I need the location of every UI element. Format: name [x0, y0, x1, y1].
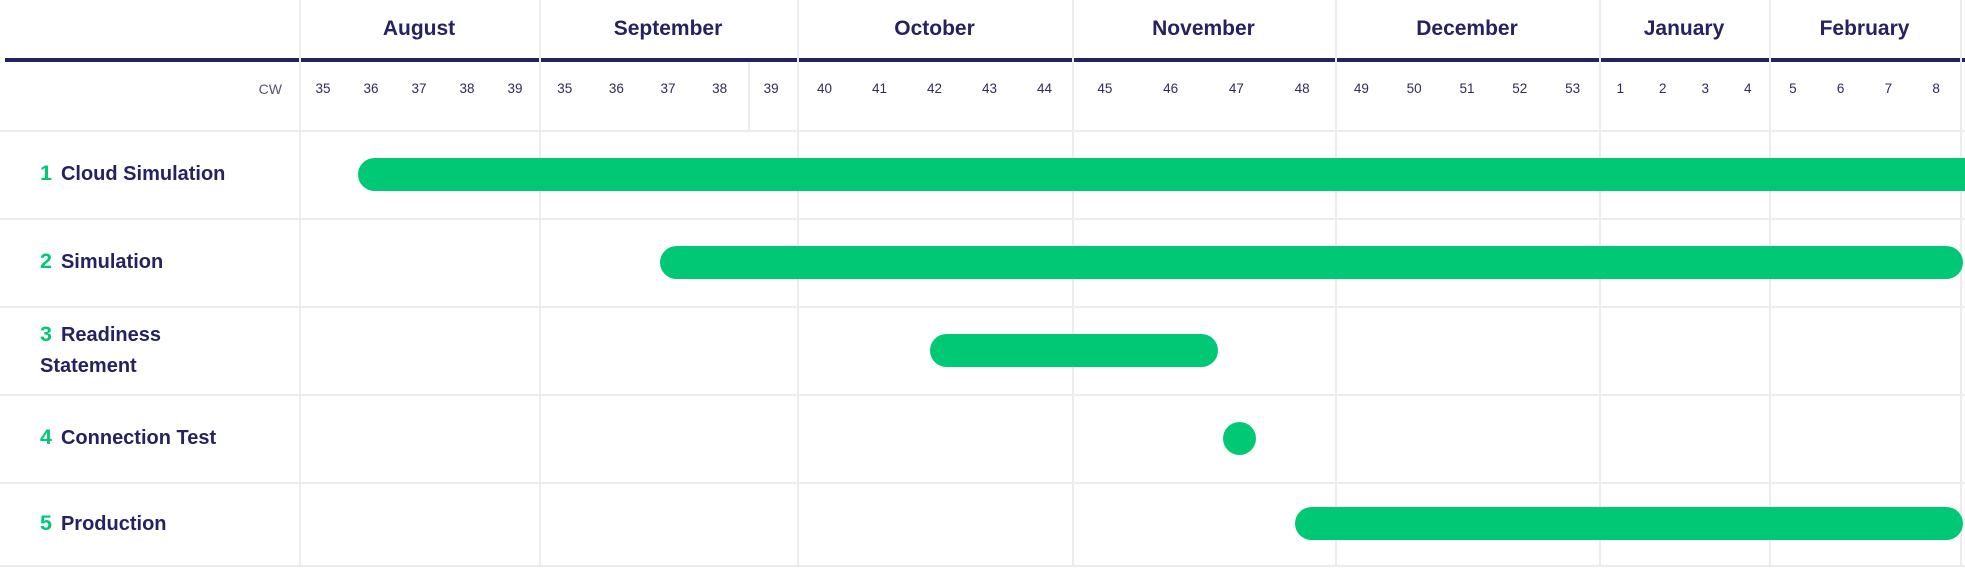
cw-axis-label: CW: [258, 81, 282, 97]
task-label-text: 3 Readiness Statement: [40, 319, 254, 382]
cw-week-label: 4: [1743, 81, 1752, 96]
task-bar-production[interactable]: [1295, 507, 1963, 540]
cw-week-label: 37: [660, 81, 676, 96]
task-bar-simulation[interactable]: [660, 245, 1963, 279]
month-boundary-gridline: [1335, 0, 1337, 565]
row-separator-line: [0, 482, 1965, 484]
cw-week-label: 38: [712, 81, 728, 96]
cw-week-label: 8: [1932, 81, 1940, 96]
task-name: Cloud Simulation: [60, 163, 226, 185]
task-name: Production: [60, 512, 167, 535]
month-header-october: October: [894, 17, 975, 40]
task-number: 1: [40, 161, 52, 185]
task-label-simulation: 2 Simulation: [0, 218, 299, 306]
row-separator-line: [0, 565, 1965, 567]
cw-week-label: 35: [315, 81, 331, 96]
cw-week-label: 37: [411, 81, 427, 96]
task-label-text: 4 Connection Test: [40, 422, 254, 454]
task-number: 4: [40, 425, 52, 449]
cw-week-label: 39: [507, 81, 523, 96]
month-boundary-gridline: [539, 0, 541, 565]
task-bar-cloud-simulation[interactable]: [358, 157, 1965, 191]
cw-week-label: 47: [1228, 81, 1244, 96]
task-number: 3: [40, 321, 52, 346]
cw-week-label: 1: [1616, 81, 1624, 96]
cw-week-label: 36: [363, 81, 379, 96]
cw-week-label: 6: [1836, 81, 1845, 96]
task-label-text: 2 Simulation: [40, 246, 254, 278]
month-header-november: November: [1152, 17, 1255, 40]
task-label-readiness-statement: 3 Readiness Statement: [0, 306, 299, 394]
task-label-cloud-simulation: 1 Cloud Simulation: [0, 130, 299, 218]
right-edge-gridline: [1960, 0, 1962, 565]
task-number: 2: [40, 249, 52, 273]
month-boundary-gridline: [797, 0, 799, 565]
cw-week-label: 52: [1512, 81, 1528, 96]
cw-week-label: 40: [816, 81, 833, 96]
task-name: Readiness Statement: [40, 323, 162, 377]
cw-week-label: 35: [557, 81, 573, 96]
cw-week-label: 51: [1459, 81, 1475, 96]
cw-week-label: 49: [1353, 81, 1369, 96]
task-name: Connection Test: [60, 427, 217, 449]
month-header-september: September: [613, 17, 723, 40]
month-boundary-gridline: [1769, 0, 1771, 565]
row-separator-line: [0, 130, 1965, 132]
cw-week-label: 42: [926, 81, 943, 96]
task-label-connection-test: 4 Connection Test: [0, 394, 299, 482]
task-name: Simulation: [60, 251, 164, 273]
task-label-text: 5 Production: [40, 508, 254, 540]
task-milestone-connection-test[interactable]: [1222, 421, 1256, 455]
cw-week-label: 50: [1406, 81, 1422, 96]
cw-week-label: 36: [608, 81, 624, 96]
task-bar-readiness-statement[interactable]: [930, 333, 1218, 367]
row-separator-line: [0, 394, 1965, 396]
cw-week-tick: [748, 62, 750, 130]
cw-week-label: 48: [1294, 81, 1310, 96]
cw-week-label: 5: [1789, 81, 1797, 96]
month-boundary-gridline: [1072, 0, 1074, 565]
task-number: 5: [40, 510, 52, 535]
cw-week-label: 53: [1565, 81, 1581, 96]
cw-week-label: 39: [763, 81, 779, 96]
cw-week-label: 46: [1163, 81, 1179, 96]
month-header-january: January: [1643, 17, 1725, 40]
cw-week-label: 7: [1884, 81, 1893, 96]
cw-week-label: 3: [1701, 81, 1709, 96]
cw-week-label: 2: [1658, 81, 1667, 96]
month-boundary-gridline: [299, 0, 301, 565]
month-boundary-gridline: [1599, 0, 1601, 565]
row-separator-line: [0, 306, 1965, 308]
row-separator-line: [0, 218, 1965, 220]
task-label-text: 1 Cloud Simulation: [40, 158, 254, 190]
month-header-august: August: [382, 17, 456, 40]
cw-week-label: 45: [1097, 81, 1113, 96]
cw-week-label: 44: [1036, 81, 1053, 96]
cw-week-label: 41: [871, 81, 888, 96]
task-label-production: 5 Production: [0, 482, 299, 565]
month-header-february: February: [1819, 17, 1910, 40]
cw-week-label: 43: [981, 81, 998, 96]
header-divider-line: [5, 58, 1965, 62]
month-header-december: December: [1416, 17, 1518, 40]
cw-week-label: 38: [459, 81, 475, 96]
